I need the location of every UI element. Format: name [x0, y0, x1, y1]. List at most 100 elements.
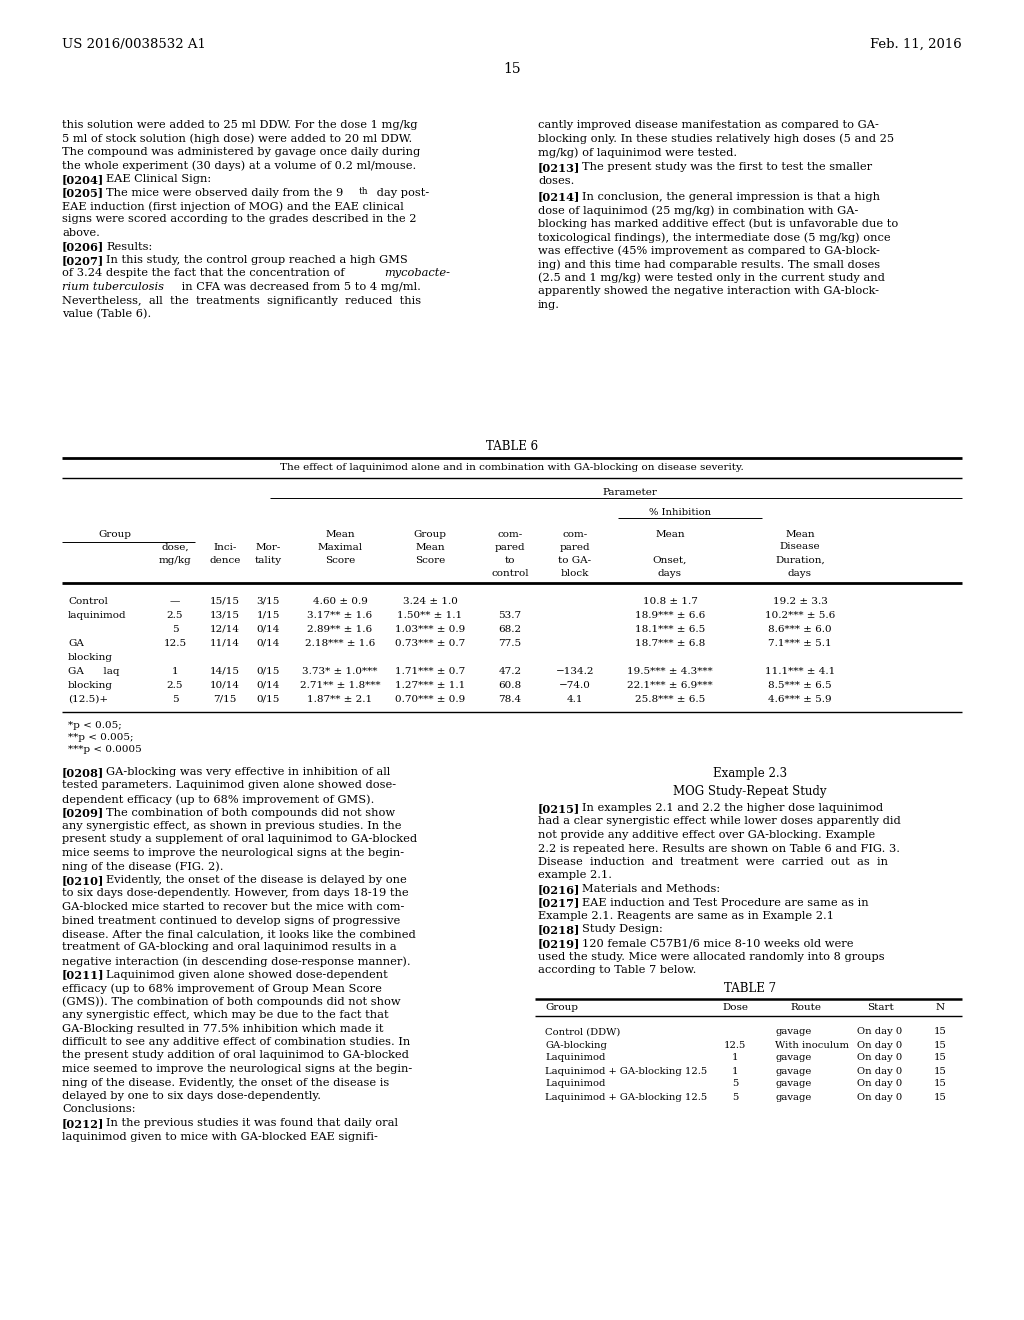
Text: 4.6*** ± 5.9: 4.6*** ± 5.9 — [768, 696, 831, 704]
Text: Onset,: Onset, — [653, 556, 687, 565]
Text: 1.87** ± 2.1: 1.87** ± 2.1 — [307, 696, 373, 704]
Text: [0209]: [0209] — [62, 808, 104, 818]
Text: Example 2.3: Example 2.3 — [713, 767, 787, 780]
Text: Laquinimod + GA-blocking 12.5: Laquinimod + GA-blocking 12.5 — [545, 1093, 708, 1101]
Text: 15: 15 — [934, 1027, 946, 1036]
Text: 2.5: 2.5 — [167, 611, 183, 620]
Text: Disease: Disease — [779, 543, 820, 550]
Text: [0204]: [0204] — [62, 174, 104, 185]
Text: Inci-: Inci- — [213, 543, 237, 552]
Text: laquinimod given to mice with GA-blocked EAE signifi-: laquinimod given to mice with GA-blocked… — [62, 1131, 378, 1142]
Text: GA-blocked mice started to recover but the mice with com-: GA-blocked mice started to recover but t… — [62, 902, 404, 912]
Text: tality: tality — [254, 556, 282, 565]
Text: 0/14: 0/14 — [256, 681, 280, 690]
Text: 15: 15 — [934, 1067, 946, 1076]
Text: of 3.24 despite the fact that the concentration of: of 3.24 despite the fact that the concen… — [62, 268, 348, 279]
Text: 18.9*** ± 6.6: 18.9*** ± 6.6 — [635, 611, 706, 620]
Text: Dose: Dose — [722, 1003, 748, 1012]
Text: 15: 15 — [934, 1053, 946, 1063]
Text: GA-Blocking resulted in 77.5% inhibition which made it: GA-Blocking resulted in 77.5% inhibition… — [62, 1023, 384, 1034]
Text: cantly improved disease manifestation as compared to GA-: cantly improved disease manifestation as… — [538, 120, 879, 129]
Text: On day 0: On day 0 — [857, 1053, 902, 1063]
Text: day post-: day post- — [373, 187, 429, 198]
Text: [0216]: [0216] — [538, 884, 581, 895]
Text: EAE Clinical Sign:: EAE Clinical Sign: — [106, 174, 211, 183]
Text: [0208]: [0208] — [62, 767, 104, 777]
Text: [0211]: [0211] — [62, 969, 104, 981]
Text: *p < 0.05;: *p < 0.05; — [68, 721, 122, 730]
Text: (GMS)). The combination of both compounds did not show: (GMS)). The combination of both compound… — [62, 997, 400, 1007]
Text: Control: Control — [68, 597, 108, 606]
Text: GA      laq: GA laq — [68, 667, 120, 676]
Text: 18.1*** ± 6.5: 18.1*** ± 6.5 — [635, 624, 706, 634]
Text: 4.1: 4.1 — [566, 696, 584, 704]
Text: gavage: gavage — [775, 1027, 811, 1036]
Text: The combination of both compounds did not show: The combination of both compounds did no… — [106, 808, 395, 817]
Text: mice seems to improve the neurological signs at the begin-: mice seems to improve the neurological s… — [62, 847, 404, 858]
Text: Group: Group — [545, 1003, 578, 1012]
Text: tested parameters. Laquinimod given alone showed dose-: tested parameters. Laquinimod given alon… — [62, 780, 396, 791]
Text: 1.03*** ± 0.9: 1.03*** ± 0.9 — [395, 624, 465, 634]
Text: laquinimod: laquinimod — [68, 611, 127, 620]
Text: was effective (45% improvement as compared to GA-block-: was effective (45% improvement as compar… — [538, 246, 880, 256]
Text: 12.5: 12.5 — [724, 1040, 746, 1049]
Text: GA: GA — [68, 639, 84, 648]
Text: In the previous studies it was found that daily oral: In the previous studies it was found tha… — [106, 1118, 398, 1129]
Text: toxicological findings), the intermediate dose (5 mg/kg) once: toxicological findings), the intermediat… — [538, 232, 891, 243]
Text: 2.18*** ± 1.6: 2.18*** ± 1.6 — [305, 639, 375, 648]
Text: MOG Study-Repeat Study: MOG Study-Repeat Study — [673, 785, 826, 799]
Text: control: control — [492, 569, 528, 578]
Text: treatment of GA-blocking and oral laquinimod results in a: treatment of GA-blocking and oral laquin… — [62, 942, 396, 953]
Text: [0217]: [0217] — [538, 898, 581, 908]
Text: [0219]: [0219] — [538, 939, 581, 949]
Text: 3/15: 3/15 — [256, 597, 280, 606]
Text: 0/15: 0/15 — [256, 696, 280, 704]
Text: 78.4: 78.4 — [499, 696, 521, 704]
Text: pared: pared — [495, 543, 525, 552]
Text: [0206]: [0206] — [62, 242, 104, 252]
Text: mice seemed to improve the neurological signs at the begin-: mice seemed to improve the neurological … — [62, 1064, 413, 1074]
Text: ning of the disease. Evidently, the onset of the disease is: ning of the disease. Evidently, the onse… — [62, 1077, 389, 1088]
Text: The compound was administered by gavage once daily during: The compound was administered by gavage … — [62, 147, 420, 157]
Text: On day 0: On day 0 — [857, 1040, 902, 1049]
Text: 22.1*** ± 6.9***: 22.1*** ± 6.9*** — [627, 681, 713, 690]
Text: above.: above. — [62, 228, 100, 238]
Text: 1.27*** ± 1.1: 1.27*** ± 1.1 — [395, 681, 465, 690]
Text: 3.73* ± 1.0***: 3.73* ± 1.0*** — [302, 667, 378, 676]
Text: dose,: dose, — [161, 543, 188, 552]
Text: gavage: gavage — [775, 1067, 811, 1076]
Text: value (Table 6).: value (Table 6). — [62, 309, 152, 319]
Text: gavage: gavage — [775, 1080, 811, 1089]
Text: Route: Route — [790, 1003, 821, 1012]
Text: block: block — [561, 569, 589, 578]
Text: blocking: blocking — [68, 681, 113, 690]
Text: Start: Start — [866, 1003, 893, 1012]
Text: Score: Score — [415, 556, 445, 565]
Text: ing) and this time had comparable results. The small doses: ing) and this time had comparable result… — [538, 259, 880, 269]
Text: 14/15: 14/15 — [210, 667, 240, 676]
Text: gavage: gavage — [775, 1053, 811, 1063]
Text: 15/15: 15/15 — [210, 597, 240, 606]
Text: N: N — [936, 1003, 944, 1012]
Text: Example 2.1. Reagents are same as in Example 2.1: Example 2.1. Reagents are same as in Exa… — [538, 911, 834, 921]
Text: the whole experiment (30 days) at a volume of 0.2 ml/mouse.: the whole experiment (30 days) at a volu… — [62, 161, 416, 172]
Text: Disease  induction  and  treatment  were  carried  out  as  in: Disease induction and treatment were car… — [538, 857, 888, 867]
Text: —: — — [170, 597, 180, 606]
Text: Mor-: Mor- — [255, 543, 281, 552]
Text: 7/15: 7/15 — [213, 696, 237, 704]
Text: Study Design:: Study Design: — [582, 924, 663, 935]
Text: efficacy (up to 68% improvement of Group Mean Score: efficacy (up to 68% improvement of Group… — [62, 983, 382, 994]
Text: EAE induction (first injection of MOG) and the EAE clinical: EAE induction (first injection of MOG) a… — [62, 201, 403, 211]
Text: 25.8*** ± 6.5: 25.8*** ± 6.5 — [635, 696, 706, 704]
Text: Laquinimod + GA-blocking 12.5: Laquinimod + GA-blocking 12.5 — [545, 1067, 708, 1076]
Text: On day 0: On day 0 — [857, 1067, 902, 1076]
Text: 0/15: 0/15 — [256, 667, 280, 676]
Text: 1.50** ± 1.1: 1.50** ± 1.1 — [397, 611, 463, 620]
Text: In examples 2.1 and 2.2 the higher dose laquinimod: In examples 2.1 and 2.2 the higher dose … — [582, 803, 883, 813]
Text: signs were scored according to the grades described in the 2: signs were scored according to the grade… — [62, 214, 417, 224]
Text: 0/14: 0/14 — [256, 639, 280, 648]
Text: not provide any additive effect over GA-blocking. Example: not provide any additive effect over GA-… — [538, 830, 876, 840]
Text: (12.5)+: (12.5)+ — [68, 696, 109, 704]
Text: Laquinimod: Laquinimod — [545, 1080, 605, 1089]
Text: −134.2: −134.2 — [556, 667, 594, 676]
